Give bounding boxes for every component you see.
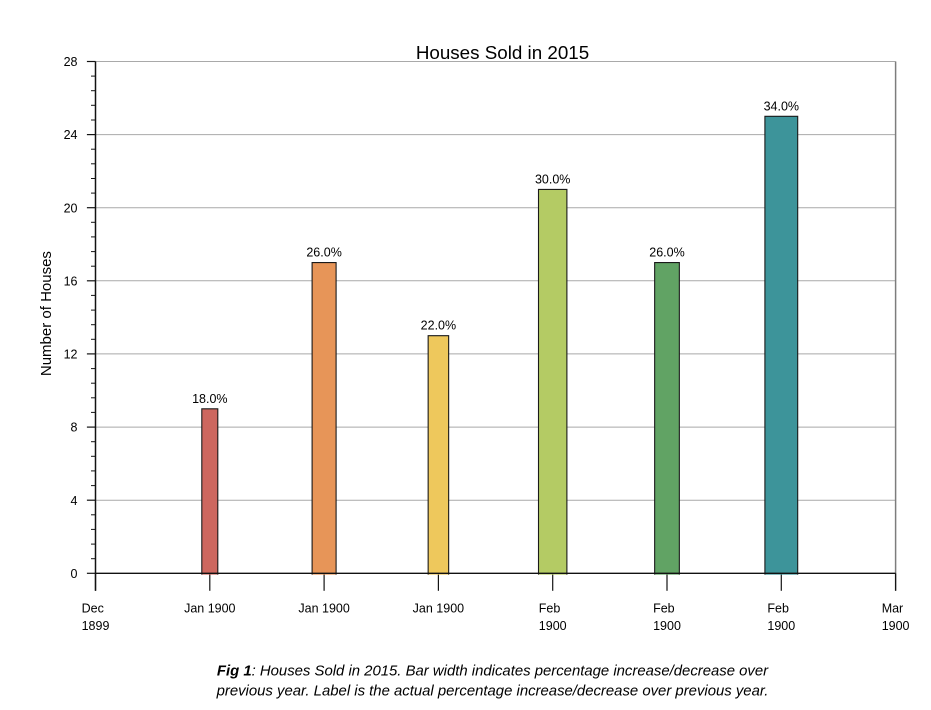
svg-text:12: 12 xyxy=(64,348,78,362)
svg-text:20: 20 xyxy=(64,201,78,215)
svg-text:16: 16 xyxy=(64,274,78,288)
svg-text:18.0%: 18.0% xyxy=(192,392,227,406)
svg-text:34.0%: 34.0% xyxy=(764,99,799,113)
svg-text:Feb: Feb xyxy=(653,602,675,616)
svg-text:Mar: Mar xyxy=(882,602,904,616)
svg-text:1900: 1900 xyxy=(539,619,567,633)
svg-text:Houses Sold in 2015: Houses Sold in 2015 xyxy=(416,42,589,63)
svg-text:Feb: Feb xyxy=(767,602,789,616)
svg-text:28: 28 xyxy=(64,55,78,69)
svg-text:4: 4 xyxy=(71,494,78,508)
svg-text:Number of Houses: Number of Houses xyxy=(38,251,55,376)
svg-text:26.0%: 26.0% xyxy=(649,246,684,260)
svg-text:1899: 1899 xyxy=(82,619,110,633)
svg-text:Jan 1900: Jan 1900 xyxy=(184,602,235,616)
svg-text:8: 8 xyxy=(71,421,78,435)
svg-text:1900: 1900 xyxy=(653,619,681,633)
svg-text:30.0%: 30.0% xyxy=(535,172,570,186)
svg-text:26.0%: 26.0% xyxy=(306,246,341,260)
svg-text:Dec: Dec xyxy=(82,602,104,616)
svg-text:24: 24 xyxy=(64,128,78,142)
svg-text:Fig 1: Houses Sold in 2015. Ba: Fig 1: Houses Sold in 2015. Bar width in… xyxy=(217,663,769,679)
svg-text:1900: 1900 xyxy=(767,619,795,633)
svg-text:Feb: Feb xyxy=(539,602,561,616)
svg-text:Jan 1900: Jan 1900 xyxy=(298,602,349,616)
svg-text:1900: 1900 xyxy=(882,619,910,633)
svg-text:previous year. Label is the ac: previous year. Label is the actual perce… xyxy=(216,683,769,699)
svg-text:22.0%: 22.0% xyxy=(421,319,456,333)
svg-text:0: 0 xyxy=(71,567,78,581)
svg-text:Jan 1900: Jan 1900 xyxy=(413,602,464,616)
